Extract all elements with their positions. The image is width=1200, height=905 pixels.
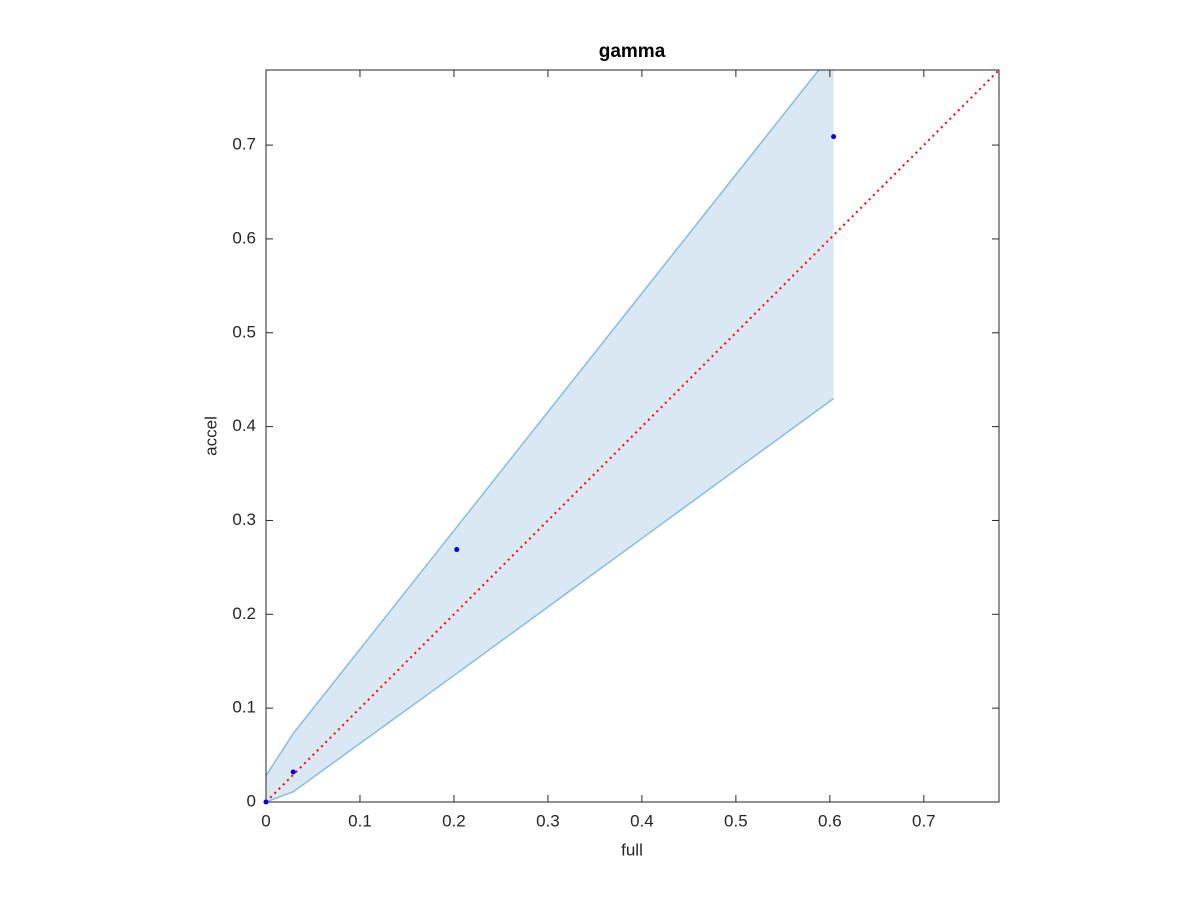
y-tick-label: 0.7: [232, 135, 256, 154]
y-tick-label: 0.5: [232, 322, 256, 341]
y-axis-label: accel: [201, 416, 220, 456]
x-axis-label: full: [621, 840, 643, 859]
y-tick-label: 0.2: [232, 604, 256, 623]
band-upper-edge: [266, 70, 820, 777]
chart-title: gamma: [599, 41, 666, 62]
x-tick-label: 0.3: [536, 811, 560, 830]
x-tick-label: 0.1: [348, 811, 372, 830]
x-tick-label: 0.5: [724, 811, 748, 830]
y-tick-label: 0.1: [232, 698, 256, 717]
y-tick-label: 0.3: [232, 510, 256, 529]
data-point: [290, 769, 296, 775]
data-point: [454, 547, 460, 553]
data-point: [831, 134, 837, 140]
x-tick-label: 0.2: [442, 811, 466, 830]
x-tick-label: 0.4: [630, 811, 654, 830]
x-tick-label: 0.6: [818, 811, 842, 830]
y-tick-label: 0.6: [232, 228, 256, 247]
y-tick-label: 0.4: [232, 416, 256, 435]
y-tick-label: 0: [247, 791, 256, 810]
x-tick-label: 0.7: [912, 811, 936, 830]
reference-line: [266, 70, 999, 802]
data-point: [263, 799, 269, 805]
confidence-band: [266, 70, 834, 802]
axes-box: [265, 69, 1000, 803]
band-lower-edge: [266, 397, 835, 802]
plot-area: [266, 70, 999, 802]
x-tick-label: 0: [261, 811, 270, 830]
